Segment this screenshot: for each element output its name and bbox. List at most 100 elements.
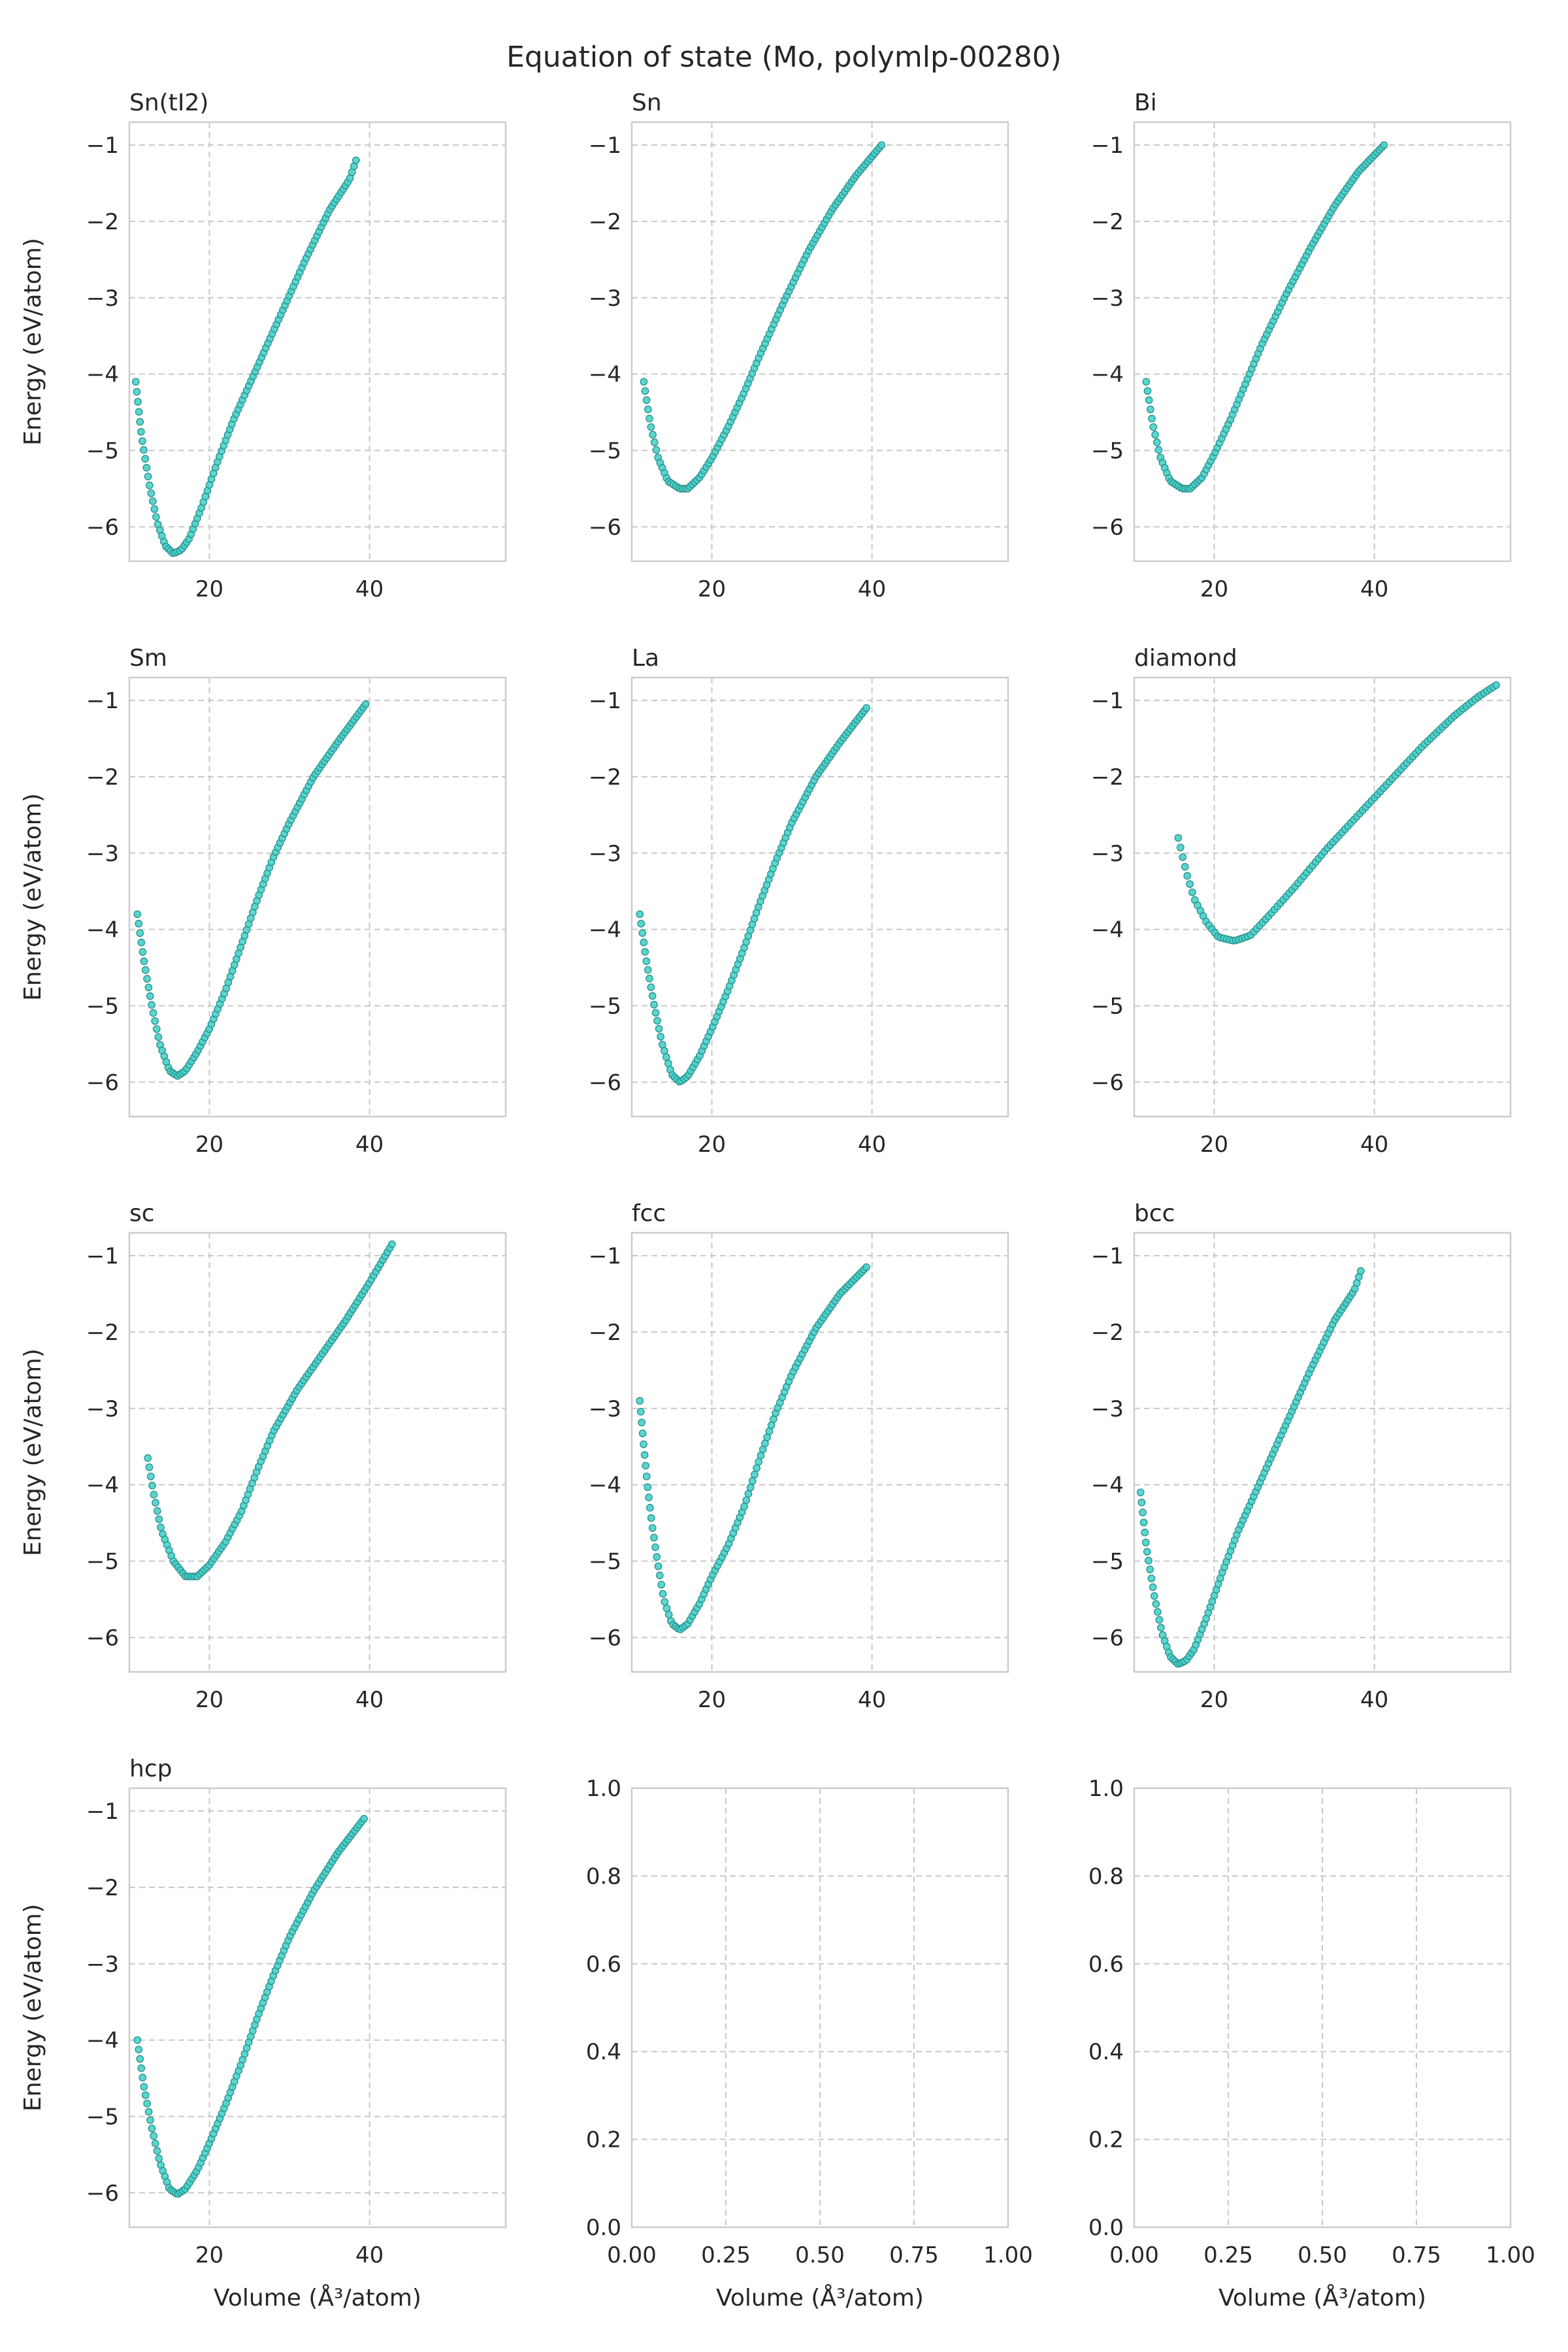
data-point: [136, 2055, 144, 2063]
data-point: [151, 1017, 159, 1025]
y-tick-label: 0.0: [586, 2215, 621, 2241]
data-point: [1139, 1518, 1148, 1527]
y-tick-label: −3: [1091, 841, 1124, 867]
x-tick-label: 20: [698, 576, 726, 602]
data-point: [148, 2124, 156, 2132]
data-point: [1356, 1267, 1365, 1275]
data-point: [155, 2154, 163, 2163]
data-point: [152, 1025, 161, 1033]
data-point: [862, 704, 870, 712]
data-point: [133, 2036, 142, 2044]
y-tick-label: −6: [589, 1070, 621, 1096]
data-point: [647, 423, 655, 431]
data-point: [154, 1033, 163, 1041]
axes-frame: [1133, 121, 1512, 563]
data-point: [746, 1483, 755, 1492]
subplot-title: sc: [129, 1200, 155, 1227]
subplot-title: diamond: [1134, 645, 1237, 672]
data-point: [150, 2132, 157, 2140]
data-point: [650, 1000, 658, 1009]
y-tick-label: −3: [86, 1396, 119, 1422]
data-point: [131, 378, 140, 386]
x-tick-label: 40: [355, 576, 384, 602]
data-point: [144, 472, 152, 481]
data-point: [144, 2108, 153, 2116]
data-point: [642, 1472, 651, 1480]
data-point: [642, 957, 651, 966]
data-point: [647, 1514, 655, 1522]
data-point: [640, 378, 648, 386]
data-point: [141, 455, 150, 463]
data-point: [657, 1580, 666, 1589]
data-point: [157, 1524, 165, 1531]
x-tick-label: 40: [1360, 1687, 1388, 1713]
data-point: [662, 1053, 670, 1061]
data-point: [650, 438, 659, 446]
axes-frame: [630, 1787, 1009, 2229]
y-tick-label: −5: [589, 994, 621, 1020]
y-tick-label: −4: [86, 1473, 119, 1499]
data-point: [1149, 423, 1158, 431]
subplot-9: 20 40 −1 −2 −3 −4 −5 −6 hcp Energy (eV/atom) Volum…: [20, 1756, 507, 2311]
data-point: [1150, 1592, 1158, 1600]
data-point: [139, 948, 147, 956]
y-tick-label: 0.8: [586, 1863, 621, 1889]
data-point: [642, 396, 651, 404]
y-tick-label: 0.4: [586, 2039, 621, 2065]
subplot-title: Bi: [1134, 90, 1157, 116]
data-point: [1143, 1548, 1151, 1556]
subplot-title: Sn(tI2): [129, 90, 208, 116]
subplot-title: hcp: [129, 1756, 172, 1782]
data-point: [638, 929, 647, 937]
x-tick-label: 20: [195, 576, 223, 602]
y-tick-label: −4: [1091, 1473, 1124, 1499]
data-point: [637, 919, 645, 928]
data-point: [141, 2091, 150, 2099]
subplot-4: 20 40 −1 −2 −3 −4 −5 −6 La: [589, 645, 1009, 1158]
data-point: [1142, 378, 1151, 386]
subplot-8: 20 40 −1 −2 −3 −4 −5 −6 bcc: [1091, 1200, 1512, 1713]
y-tick-label: 0.2: [1088, 2127, 1124, 2153]
data-point: [1152, 1600, 1160, 1608]
y-tick-label: −1: [86, 1243, 119, 1269]
y-tick-label: −6: [86, 2180, 119, 2206]
axes-frame: [630, 676, 1009, 1118]
data-point: [1151, 431, 1159, 439]
data-point: [1149, 1583, 1157, 1592]
data-point: [657, 1032, 665, 1041]
data-point: [740, 1503, 748, 1511]
x-axis-label: Volume (Å³/atom): [214, 2283, 421, 2311]
x-tick-label: 20: [195, 2242, 223, 2268]
data-point: [150, 1490, 158, 1499]
data-point: [388, 1240, 396, 1249]
data-point: [143, 2099, 152, 2108]
axes-frame: [1133, 1787, 1512, 2229]
x-tick-label: 40: [858, 1132, 886, 1158]
data-point: [638, 1429, 647, 1437]
data-point: [134, 398, 142, 406]
y-tick-label: −6: [1091, 514, 1124, 540]
data-point: [1146, 405, 1154, 414]
data-point: [655, 1024, 663, 1033]
data-point: [1137, 1498, 1146, 1507]
data-point: [646, 1503, 654, 1512]
data-point: [137, 938, 146, 947]
data-point: [153, 2147, 161, 2155]
data-point: [651, 1543, 659, 1552]
axes-frame: [128, 1232, 507, 1673]
y-tick-label: −2: [589, 764, 621, 791]
data-point: [361, 700, 370, 708]
subplot-title: bcc: [1134, 1200, 1175, 1227]
y-tick-label: −6: [1091, 1070, 1124, 1096]
data-point: [642, 1462, 650, 1470]
y-tick-label: −2: [589, 209, 621, 235]
y-tick-label: −1: [1091, 133, 1124, 159]
x-tick-label: 40: [1360, 1132, 1388, 1158]
data-point: [1179, 853, 1187, 861]
data-point: [151, 2139, 159, 2148]
data-point: [136, 417, 144, 426]
data-point: [143, 975, 151, 983]
x-tick-label: 20: [698, 1132, 726, 1158]
y-tick-label: 1.0: [1088, 1776, 1124, 1802]
